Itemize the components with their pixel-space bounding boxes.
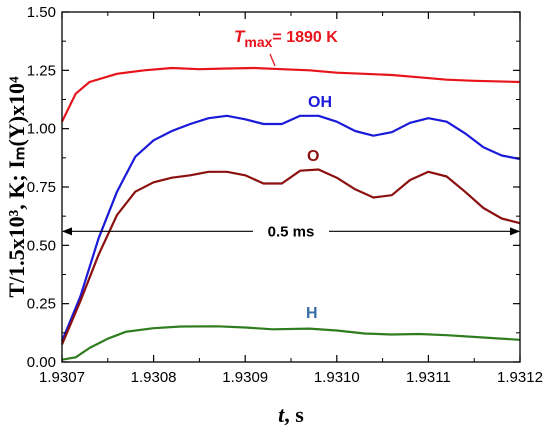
series-label-t: Tmax= 1890 K — [234, 27, 338, 50]
annotation-layer: 0.5 ms — [62, 223, 520, 240]
series-line-h — [61, 325, 521, 361]
y-tick-label: 1.50 — [27, 4, 56, 21]
labels-layer: 1.9307 1.9308 1.9309 1.9310 1.9311 1.9312 0.00… — [27, 4, 543, 386]
y-tick-label: 0.00 — [27, 354, 56, 371]
series-line-t — [61, 66, 521, 123]
duration-label: 0.5 ms — [268, 223, 315, 240]
series-label-oh: OH — [308, 94, 332, 111]
y-tick-label: 0.75 — [27, 179, 56, 196]
x-tick-label: 1.9310 — [314, 369, 360, 386]
y-axis-title: T/1.5x10³, K; Iₘ(Y)x10⁴ — [4, 76, 29, 298]
x-axis-title: t, s — [278, 402, 304, 427]
series-line-o — [60, 168, 521, 345]
y-tick-label: 1.00 — [27, 121, 56, 138]
plot-frame — [61, 11, 521, 363]
x-tick-label: 1.9311 — [406, 369, 451, 386]
ticks-layer — [61, 11, 521, 363]
x-tick-label: 1.9307 — [39, 369, 85, 386]
label-pointer — [269, 53, 276, 67]
series-layer — [60, 66, 521, 361]
y-tick-label: 1.25 — [27, 62, 56, 79]
x-tick-label: 1.9308 — [131, 369, 177, 386]
y-tick-label: 0.25 — [27, 296, 56, 313]
x-tick-label: 1.9312 — [497, 369, 543, 386]
series-label-h: H — [306, 305, 318, 322]
y-tick-label: 0.50 — [27, 237, 56, 254]
series-label-o: O — [307, 148, 319, 165]
x-tick-label: 1.9309 — [222, 369, 268, 386]
series-line-oh — [60, 114, 521, 342]
